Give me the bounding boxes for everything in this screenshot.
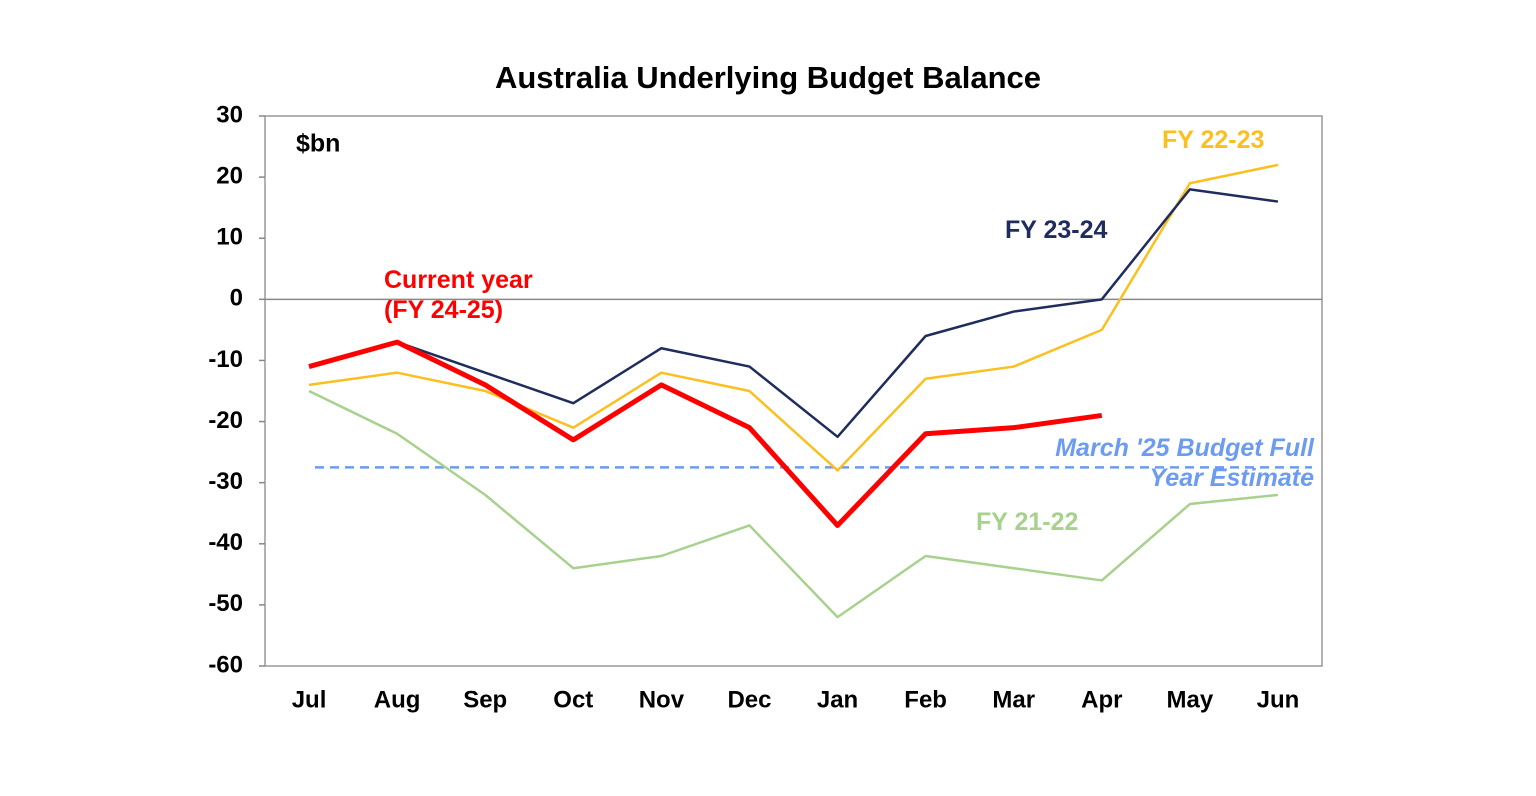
series-label: FY 21-22 xyxy=(976,508,1079,536)
y-tick-label: -20 xyxy=(208,407,243,434)
x-tick-label: Nov xyxy=(639,686,685,713)
y-tick-label: -10 xyxy=(208,346,243,373)
series-line xyxy=(308,339,1103,528)
x-tick-label: Jan xyxy=(817,686,858,713)
reference-label: March '25 Budget Full Year Estimate xyxy=(1055,434,1314,492)
x-tick-label: Apr xyxy=(1081,686,1122,713)
series-line xyxy=(308,188,1279,439)
series-line xyxy=(308,163,1279,472)
series-line xyxy=(308,389,1279,619)
y-tick-label: 30 xyxy=(216,101,243,128)
y-tick-label: 0 xyxy=(230,285,243,312)
y-unit-label: $bn xyxy=(296,130,340,158)
y-tick-label: -30 xyxy=(208,468,243,495)
x-tick-label: Aug xyxy=(374,686,421,713)
x-tick-label: Jul xyxy=(292,686,327,713)
y-tick-label: -50 xyxy=(208,590,243,617)
plot-frame xyxy=(264,115,1323,667)
x-tick-label: Mar xyxy=(992,686,1035,713)
series-label: FY 22-23 xyxy=(1162,126,1265,154)
y-tick-label: -60 xyxy=(208,651,243,678)
x-tick-label: Sep xyxy=(463,686,507,713)
chart-title: Australia Underlying Budget Balance xyxy=(495,60,1041,95)
y-tick-label: 10 xyxy=(216,224,243,251)
x-tick-label: May xyxy=(1167,686,1214,713)
x-tick-label: Jun xyxy=(1257,686,1300,713)
y-tick-label: -40 xyxy=(208,529,243,556)
x-tick-label: Dec xyxy=(727,686,771,713)
y-tick-label: 20 xyxy=(216,162,243,189)
series-label: FY 23-24 xyxy=(1005,216,1108,244)
x-tick-label: Oct xyxy=(553,686,593,713)
series-label: Current year (FY 24-25) xyxy=(384,266,533,324)
x-tick-label: Feb xyxy=(904,686,947,713)
